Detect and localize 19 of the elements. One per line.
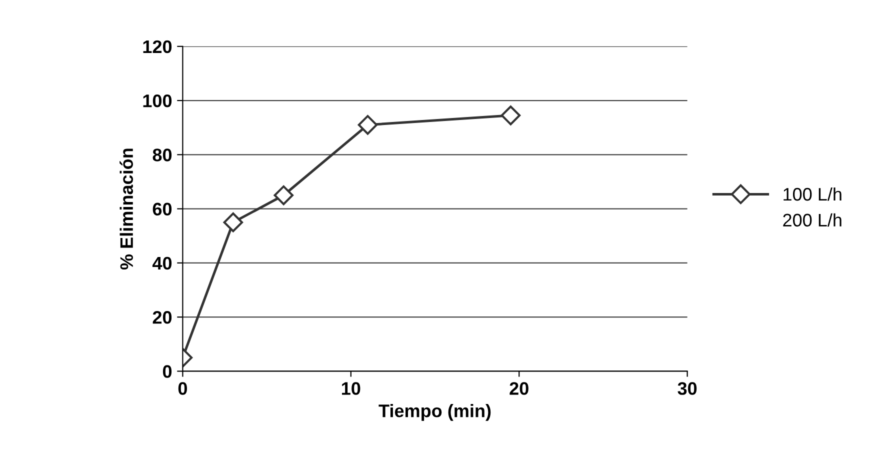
point [358, 115, 378, 135]
x-tick-label: 30 [678, 382, 697, 395]
y-tick-label: 0 [162, 365, 172, 378]
y-tick-label: 80 [152, 148, 172, 162]
y-tick-label: 60 [152, 202, 172, 216]
point [223, 212, 244, 232]
x-tick-label: 10 [342, 382, 360, 395]
x-tick-label: 20 [510, 382, 528, 395]
y-tick-label: 120 [143, 40, 172, 54]
y-tick-label: 100 [143, 94, 172, 108]
x-tick-label: 0 [178, 382, 187, 395]
y-tick-label: 20 [152, 311, 172, 324]
x-axis-title: Tiempo (min) [378, 404, 491, 421]
legend-label: 100 L/h [784, 187, 842, 201]
point [500, 106, 521, 126]
y-axis-title: % Eliminación [120, 148, 134, 270]
y-tick-label: 40 [152, 256, 172, 270]
point [274, 185, 294, 206]
text: 200 L/h [783, 213, 842, 227]
